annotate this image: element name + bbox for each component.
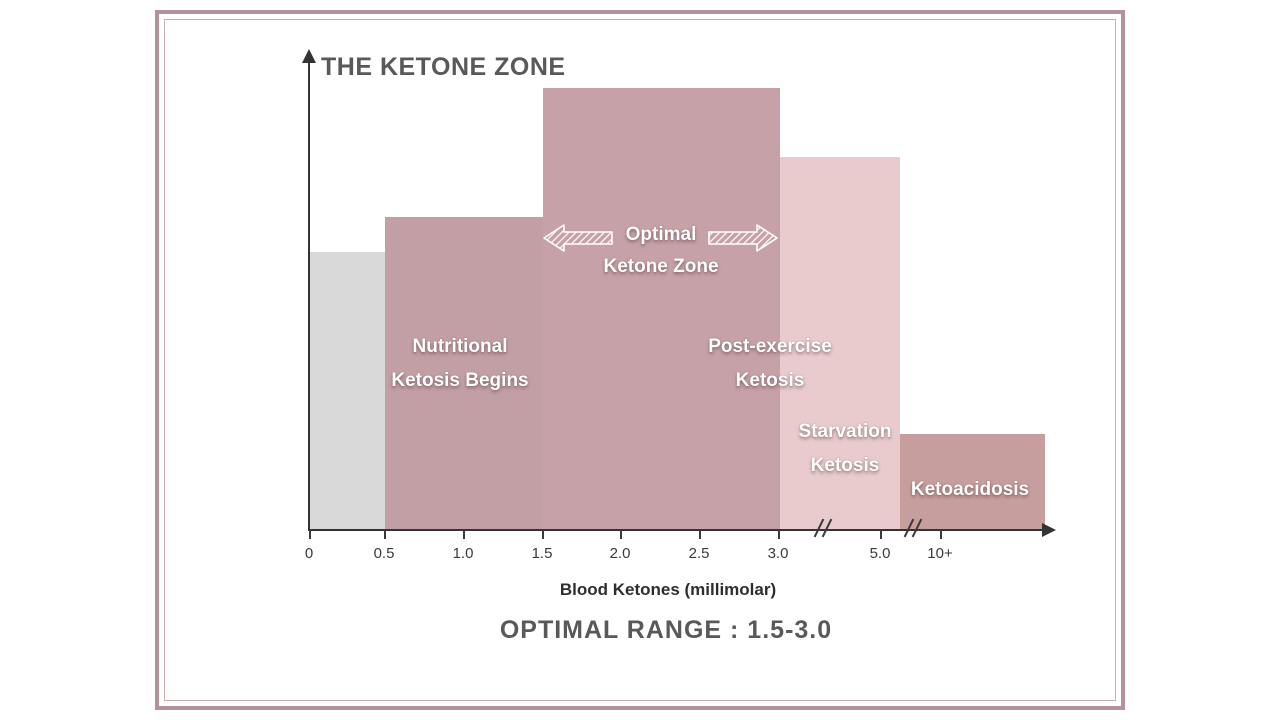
x-tick	[699, 530, 701, 539]
inner-frame-border	[164, 19, 1116, 701]
x-tick	[778, 530, 780, 539]
x-tick-label: 1.0	[452, 545, 474, 562]
bar-baseline	[310, 252, 385, 530]
y-axis	[308, 62, 310, 530]
axis-break-icon	[813, 518, 834, 540]
starvation-ketosis-label: Starvation Ketosis	[798, 421, 892, 476]
left-arrow-icon	[543, 224, 613, 252]
x-tick-label: 0.5	[373, 545, 395, 562]
x-axis	[308, 529, 1044, 531]
x-tick-label: 10+	[927, 545, 953, 562]
axis-break-icon	[903, 518, 924, 540]
x-tick-label: 5.0	[869, 545, 891, 562]
x-tick	[309, 530, 311, 539]
bar-ketoacidosis	[900, 434, 1045, 530]
x-tick	[384, 530, 386, 539]
optimal-ketone-zone-label: Optimal Ketone Zone	[603, 224, 719, 277]
x-axis-arrowhead-icon	[1042, 523, 1056, 537]
x-tick	[940, 530, 942, 539]
x-axis-title: Blood Ketones (millimolar)	[559, 580, 777, 599]
x-tick-label: 0	[304, 545, 314, 562]
x-tick	[542, 530, 544, 539]
nutritional-ketosis-label: Nutritional Ketosis Begins	[391, 336, 529, 391]
x-tick-label: 2.5	[688, 545, 710, 562]
x-tick-label: 2.0	[609, 545, 631, 562]
y-axis-arrowhead-icon	[302, 49, 316, 63]
x-tick	[620, 530, 622, 539]
right-arrow-icon	[708, 224, 778, 252]
bar-nutritional-ketosis	[385, 217, 543, 530]
x-tick-label: 3.0	[767, 545, 789, 562]
x-tick	[880, 530, 882, 539]
bar-starvation-ketosis	[780, 157, 900, 530]
ketoacidosis-label: Ketoacidosis	[910, 479, 1030, 500]
chart-title: THE KETONE ZONE	[321, 53, 566, 81]
post-exercise-ketosis-label: Post-exercise Ketosis	[708, 336, 832, 391]
bar-optimal-ketone-zone	[543, 88, 780, 530]
optimal-range-text: OPTIMAL RANGE : 1.5-3.0	[499, 616, 833, 644]
x-tick-label: 1.5	[531, 545, 553, 562]
outer-frame-border	[155, 10, 1125, 710]
x-tick	[463, 530, 465, 539]
